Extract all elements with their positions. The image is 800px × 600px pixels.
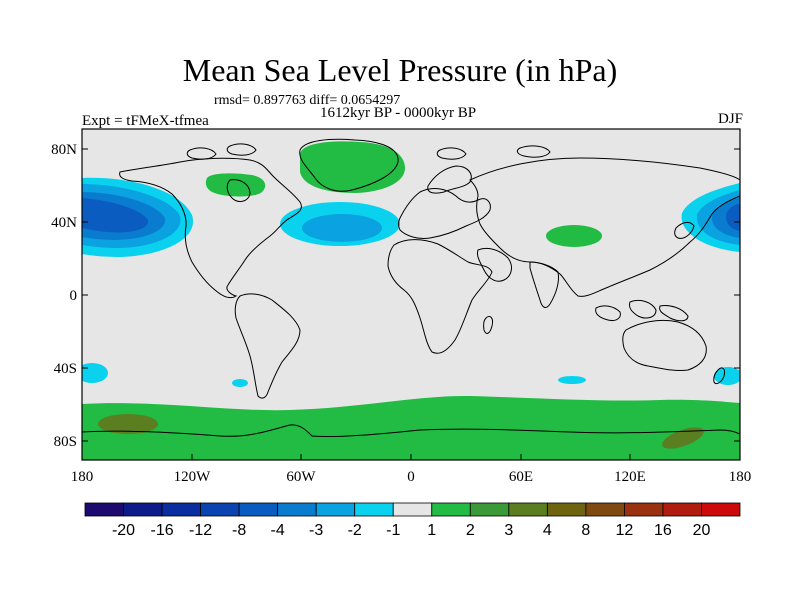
lon-tick-label: 120E <box>614 469 646 485</box>
lon-tick-label: 180 <box>71 469 94 485</box>
colorbar-swatch <box>315 502 356 517</box>
colorbar-label: 20 <box>693 522 711 539</box>
colorbar-label: 4 <box>543 522 552 539</box>
colorbar-label: -4 <box>271 522 285 539</box>
colorbar-swatch <box>431 502 471 517</box>
colorbar-label: -1 <box>386 522 400 539</box>
colorbar-swatch <box>123 502 163 517</box>
lon-axis <box>81 454 741 460</box>
colorbar-label: -16 <box>150 522 173 539</box>
colorbar-swatch <box>508 502 548 517</box>
lat-tick-label: 80N <box>51 142 77 158</box>
colorbar-label: 16 <box>654 522 672 539</box>
chart-title: Mean Sea Level Pressure (in hPa) <box>182 52 618 88</box>
colorbar-swatch <box>277 502 317 517</box>
colorbar-swatch <box>469 502 510 517</box>
lat-tick-label: 40S <box>54 361 77 377</box>
lat-tick-label: 0 <box>70 288 78 304</box>
lat-tick-label: 40N <box>51 215 77 231</box>
colorbar-label: -12 <box>189 522 212 539</box>
coastlines <box>82 138 740 438</box>
stats-text: rmsd= 0.897763 diff= 0.0654297 <box>214 93 401 108</box>
lon-tick-label: 0 <box>407 469 415 485</box>
colorbar-label: -20 <box>112 522 135 539</box>
north-pacific-low-west <box>82 177 194 257</box>
north-pacific-low-east <box>681 183 740 252</box>
colorbar-swatch <box>701 502 741 517</box>
canada-high <box>205 173 266 197</box>
colorbar-label: -3 <box>309 522 323 539</box>
south-atlantic-low-small <box>232 379 248 387</box>
colorbar-swatch <box>84 502 124 517</box>
experiment-label: Expt = tFMeX-tfmea <box>82 113 209 129</box>
colorbar-label: 12 <box>616 522 634 539</box>
colorbar-swatch <box>546 502 587 517</box>
colorbar-label: 2 <box>466 522 475 539</box>
period-text: 1612kyr BP - 0000kyr BP <box>320 105 477 121</box>
colorbar-label: 1 <box>427 522 436 539</box>
colorbar-label: -2 <box>348 522 362 539</box>
colorbar-swatch <box>200 502 240 517</box>
season-label: DJF <box>717 111 743 127</box>
colorbar-swatch <box>662 502 702 517</box>
colorbar-swatch <box>354 502 394 517</box>
pressure-map <box>82 129 740 460</box>
antarctic-stronger-high-west <box>98 414 158 434</box>
colorbar-swatch <box>624 502 664 517</box>
lat-tick-label: 80S <box>54 434 77 450</box>
colorbar-swatch <box>392 502 433 517</box>
colorbar: -20 -16 -12 -8 -4 -3 -2 -1 1 2 3 4 8 12 16 20 <box>84 502 741 539</box>
colorbar-swatch <box>238 502 279 517</box>
colorbar-label: 8 <box>581 522 590 539</box>
indian-ocean-low <box>558 376 586 384</box>
lon-tick-label: 60E <box>509 469 533 485</box>
lon-tick-label: 60W <box>286 469 316 485</box>
colorbar-swatch <box>585 502 625 517</box>
lon-tick-label: 120W <box>174 469 212 485</box>
colorbar-label: 3 <box>504 522 513 539</box>
south-pacific-low <box>82 363 108 383</box>
greenland-high <box>300 141 405 193</box>
tasman-low <box>714 367 740 385</box>
colorbar-label: -8 <box>232 522 246 539</box>
lon-tick-label: 180 <box>729 469 752 485</box>
southern-ocean-positive-band <box>82 395 740 460</box>
antarctic-stronger-high-east <box>662 427 704 449</box>
tibet-high <box>546 225 602 247</box>
north-atlantic-low <box>280 202 400 246</box>
colorbar-swatch <box>161 502 201 517</box>
lat-axis <box>82 148 740 442</box>
